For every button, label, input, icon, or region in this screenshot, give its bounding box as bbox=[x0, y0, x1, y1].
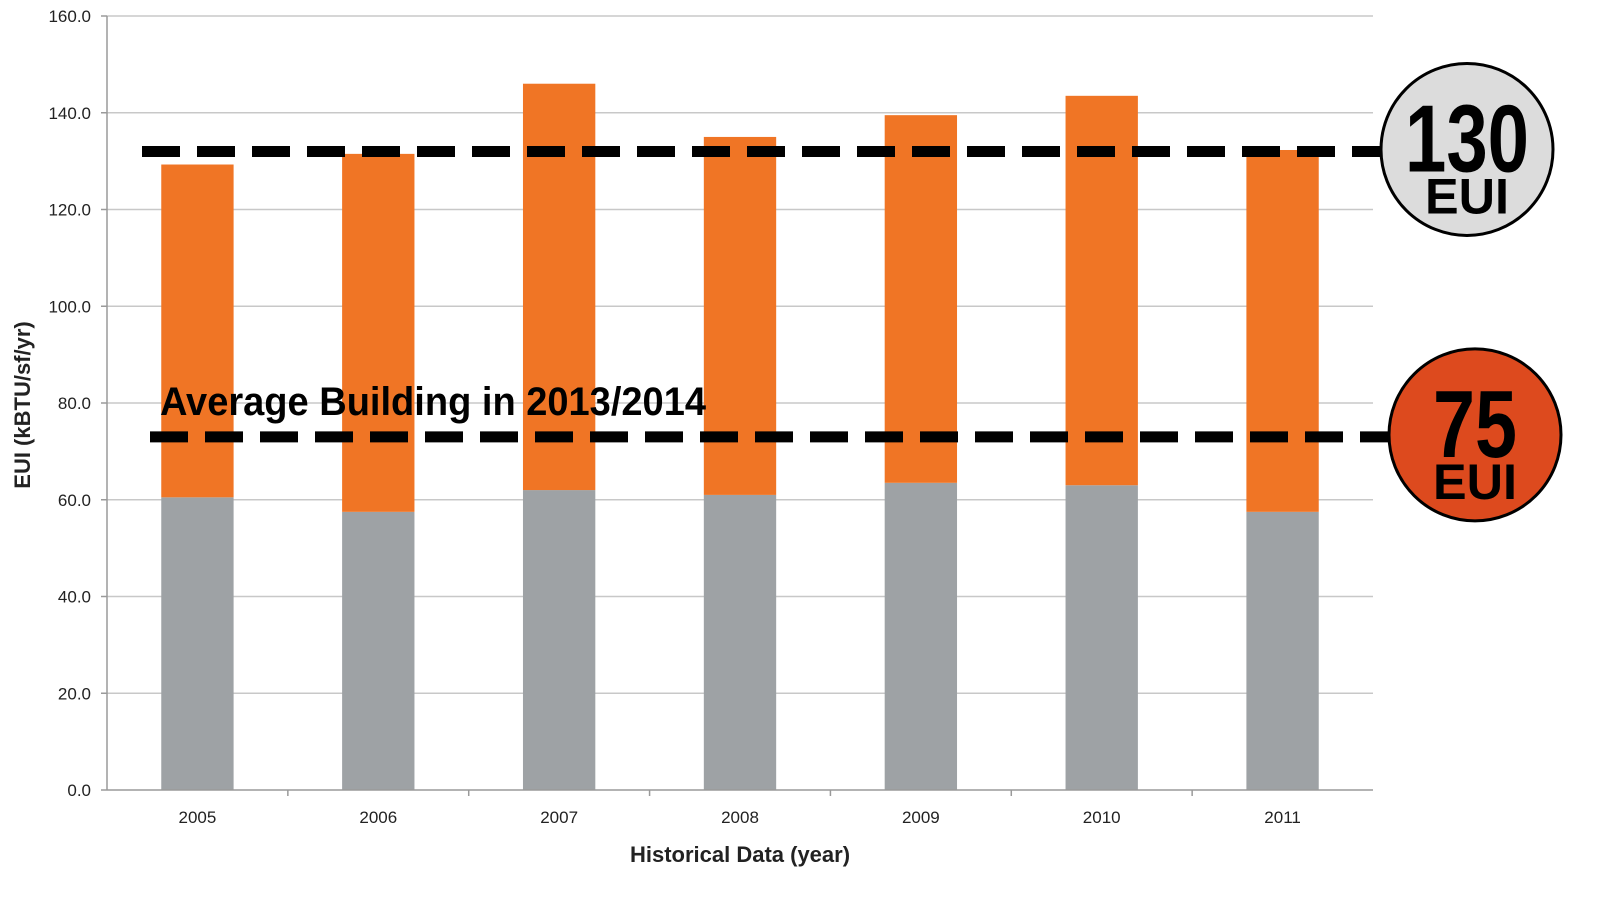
bar-2011-segment-1 bbox=[1246, 511, 1319, 790]
bar-2006-segment-1 bbox=[342, 511, 415, 790]
tick-labels: 0.0 20.0 40.0 60.0 80.0 100.0 120.0 140.0 160.0 2… bbox=[48, 7, 1300, 827]
bar-2011-segment-2 bbox=[1246, 149, 1319, 512]
y-tick-label: 120.0 bbox=[48, 201, 91, 220]
bar-2009-segment-1 bbox=[884, 482, 958, 790]
y-tick-label: 20.0 bbox=[58, 684, 91, 703]
x-tick-label: 2008 bbox=[721, 808, 759, 827]
y-axis-title: EUI (kBTU/sf/yr) bbox=[10, 321, 35, 488]
x-tick-label: 2011 bbox=[1264, 808, 1301, 827]
bar-2007-segment-2 bbox=[522, 83, 596, 491]
bar-2007-segment-1 bbox=[522, 490, 596, 790]
x-tick-label: 2005 bbox=[179, 808, 217, 827]
badge-circle-1 bbox=[1379, 61, 1555, 237]
bar-2010-segment-1 bbox=[1065, 485, 1138, 790]
y-tick-label: 60.0 bbox=[58, 491, 91, 510]
badge-value-1: 130 bbox=[1405, 85, 1529, 192]
bar-2005-segment-1 bbox=[161, 497, 234, 790]
x-axis-title: Historical Data (year) bbox=[630, 842, 850, 867]
badge-value-2: 75 bbox=[1433, 371, 1517, 478]
x-tick-label: 2010 bbox=[1083, 808, 1121, 827]
badge-unit-1: EUI bbox=[1425, 168, 1509, 224]
badge-unit-2: EUI bbox=[1433, 454, 1517, 510]
bar-2008-segment-1 bbox=[703, 494, 777, 790]
y-tick-label: 100.0 bbox=[48, 297, 91, 316]
x-tick-label: 2009 bbox=[902, 808, 940, 827]
y-tick-label: 140.0 bbox=[48, 104, 91, 123]
reference-line-label: Average Building in 2013/2014 bbox=[160, 380, 707, 424]
axes bbox=[101, 15, 1373, 796]
x-tick-label: 2007 bbox=[540, 808, 578, 827]
y-tick-label: 40.0 bbox=[58, 588, 91, 607]
bar-2010-segment-2 bbox=[1065, 95, 1138, 486]
x-tick-label: 2006 bbox=[359, 808, 397, 827]
y-tick-label: 0.0 bbox=[67, 781, 91, 800]
y-tick-label: 160.0 bbox=[48, 7, 91, 26]
y-tick-label: 80.0 bbox=[58, 394, 91, 413]
badge-circle-2 bbox=[1387, 347, 1563, 523]
bar-2006-segment-2 bbox=[342, 153, 415, 512]
bar-2005-segment-2 bbox=[161, 164, 234, 498]
bar-2009-segment-2 bbox=[884, 115, 958, 483]
